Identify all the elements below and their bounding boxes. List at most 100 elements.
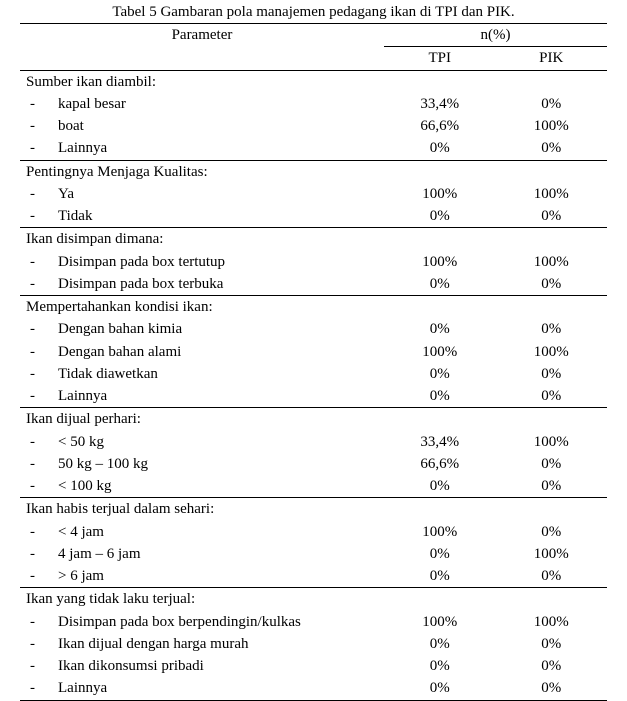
table-row: -< 50 kg33,4%100% [20, 431, 607, 453]
section-label-row: Pentingnya Menjaga Kualitas: [20, 160, 607, 183]
table-row: -boat66,6%100% [20, 115, 607, 137]
table-row: -> 6 jam0%0% [20, 565, 607, 588]
item-label: -Dengan bahan kimia [20, 318, 384, 340]
cell-tpi: 0% [384, 655, 496, 677]
cell-tpi: 0% [384, 137, 496, 160]
item-label: -Disimpan pada box terbuka [20, 273, 384, 296]
section-label: Ikan dijual perhari: [20, 408, 384, 431]
item-label: -Ikan dijual dengan harga murah [20, 633, 384, 655]
table-row: -Tidak0%0% [20, 205, 607, 228]
cell-pik: 0% [495, 93, 607, 115]
cell-pik [495, 70, 607, 93]
cell-pik: 100% [495, 543, 607, 565]
cell-pik: 0% [495, 655, 607, 677]
cell-pik: 0% [495, 273, 607, 296]
cell-tpi: 0% [384, 363, 496, 385]
cell-tpi [384, 70, 496, 93]
table-caption: Tabel 5 Gambaran pola manajemen pedagang… [20, 4, 607, 21]
cell-pik [495, 588, 607, 611]
cell-pik: 0% [495, 363, 607, 385]
table-row: -Disimpan pada box tertutup100%100% [20, 251, 607, 273]
section-label: Mempertahankan kondisi ikan: [20, 296, 384, 319]
section-label-row: Ikan disimpan dimana: [20, 228, 607, 251]
cell-pik: 0% [495, 633, 607, 655]
cell-pik: 0% [495, 453, 607, 475]
cell-pik: 100% [495, 183, 607, 205]
cell-tpi: 0% [384, 543, 496, 565]
table-row: -4 jam – 6 jam0%100% [20, 543, 607, 565]
cell-tpi: 0% [384, 205, 496, 228]
table-row: -Ya100%100% [20, 183, 607, 205]
item-label: -< 50 kg [20, 431, 384, 453]
table-row: -Lainnya0%0% [20, 677, 607, 700]
cell-pik: 0% [495, 677, 607, 700]
cell-pik: 0% [495, 137, 607, 160]
header-npct: n(%) [384, 24, 607, 47]
cell-tpi: 0% [384, 385, 496, 408]
item-label: -< 100 kg [20, 475, 384, 498]
cell-pik: 100% [495, 115, 607, 137]
cell-tpi: 0% [384, 318, 496, 340]
cell-pik: 0% [495, 521, 607, 543]
item-label: -Tidak diawetkan [20, 363, 384, 385]
cell-tpi: 100% [384, 611, 496, 633]
cell-tpi [384, 498, 496, 521]
section-label: Pentingnya Menjaga Kualitas: [20, 160, 384, 183]
table-row: -Dengan bahan alami100%100% [20, 341, 607, 363]
cell-pik: 0% [495, 205, 607, 228]
cell-tpi [384, 228, 496, 251]
section-label: Ikan yang tidak laku terjual: [20, 588, 384, 611]
item-label: -Ya [20, 183, 384, 205]
cell-tpi: 100% [384, 183, 496, 205]
table-row: -< 100 kg0%0% [20, 475, 607, 498]
header-row-1: Parameter n(%) [20, 24, 607, 47]
cell-pik [495, 228, 607, 251]
cell-tpi: 0% [384, 565, 496, 588]
cell-tpi: 100% [384, 521, 496, 543]
item-label: -kapal besar [20, 93, 384, 115]
cell-tpi: 100% [384, 251, 496, 273]
section-label: Sumber ikan diambil: [20, 70, 384, 93]
item-label: -Lainnya [20, 137, 384, 160]
table-row: -Tidak diawetkan0%0% [20, 363, 607, 385]
section-label-row: Ikan habis terjual dalam sehari: [20, 498, 607, 521]
item-label: -Dengan bahan alami [20, 341, 384, 363]
item-label: -Lainnya [20, 677, 384, 700]
table-row: -Ikan dikonsumsi pribadi0%0% [20, 655, 607, 677]
header-pik: PIK [495, 47, 607, 70]
table-row: -Dengan bahan kimia0%0% [20, 318, 607, 340]
item-label: -50 kg – 100 kg [20, 453, 384, 475]
cell-tpi: 0% [384, 273, 496, 296]
item-label: -< 4 jam [20, 521, 384, 543]
cell-tpi: 33,4% [384, 431, 496, 453]
table-row: -< 4 jam100%0% [20, 521, 607, 543]
cell-pik [495, 160, 607, 183]
cell-pik: 0% [495, 565, 607, 588]
section-label-row: Ikan dijual perhari: [20, 408, 607, 431]
cell-tpi [384, 408, 496, 431]
section-label: Ikan habis terjual dalam sehari: [20, 498, 384, 521]
header-parameter: Parameter [20, 24, 384, 71]
item-label: -Lainnya [20, 385, 384, 408]
cell-tpi: 66,6% [384, 115, 496, 137]
item-label: -> 6 jam [20, 565, 384, 588]
header-tpi: TPI [384, 47, 496, 70]
cell-pik: 0% [495, 475, 607, 498]
item-label: -Ikan dikonsumsi pribadi [20, 655, 384, 677]
cell-tpi: 33,4% [384, 93, 496, 115]
cell-pik: 100% [495, 431, 607, 453]
cell-tpi: 66,6% [384, 453, 496, 475]
table-row: -Lainnya0%0% [20, 137, 607, 160]
cell-tpi: 100% [384, 341, 496, 363]
item-label: -boat [20, 115, 384, 137]
item-label: -4 jam – 6 jam [20, 543, 384, 565]
item-label: -Disimpan pada box tertutup [20, 251, 384, 273]
cell-tpi [384, 588, 496, 611]
table-row: -Disimpan pada box berpendingin/kulkas10… [20, 611, 607, 633]
section-label-row: Mempertahankan kondisi ikan: [20, 296, 607, 319]
cell-tpi [384, 296, 496, 319]
item-label: -Tidak [20, 205, 384, 228]
data-table: Parameter n(%) TPI PIK Sumber ikan diamb… [20, 23, 607, 701]
item-label: -Disimpan pada box berpendingin/kulkas [20, 611, 384, 633]
cell-pik: 100% [495, 251, 607, 273]
